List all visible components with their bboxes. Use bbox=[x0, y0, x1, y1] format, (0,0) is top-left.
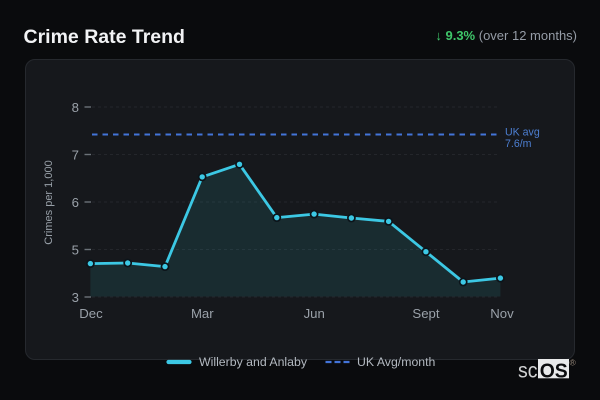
svg-text:®: ® bbox=[570, 358, 577, 368]
svg-text:8: 8 bbox=[72, 100, 79, 115]
svg-text:OS: OS bbox=[540, 360, 568, 383]
svg-text:Mar: Mar bbox=[191, 306, 214, 321]
svg-text:5: 5 bbox=[72, 243, 79, 258]
svg-text:Willerby and Anlaby: Willerby and Anlaby bbox=[199, 355, 308, 369]
svg-text:6: 6 bbox=[72, 195, 79, 210]
svg-text:sc: sc bbox=[518, 360, 538, 383]
svg-text:3: 3 bbox=[72, 290, 79, 305]
svg-text:UK avg: UK avg bbox=[505, 127, 540, 139]
svg-text:Crimes per 1,000: Crimes per 1,000 bbox=[43, 160, 55, 244]
svg-text:7: 7 bbox=[72, 148, 79, 163]
svg-text:Jun: Jun bbox=[304, 306, 325, 321]
svg-text:Nov: Nov bbox=[490, 306, 514, 321]
svg-text:Dec: Dec bbox=[79, 306, 103, 321]
svg-text:Sept: Sept bbox=[412, 306, 439, 321]
svg-text:UK Avg/month: UK Avg/month bbox=[357, 355, 436, 369]
svg-text:7.6/m: 7.6/m bbox=[505, 138, 532, 150]
